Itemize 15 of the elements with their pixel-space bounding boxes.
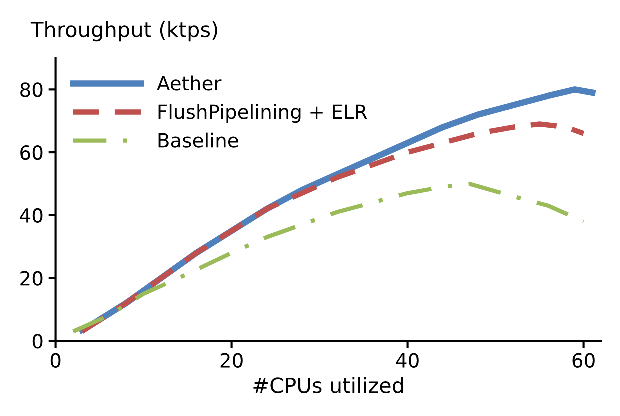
y-tick-label: 60 [20,145,43,160]
y-tick-label: 80 [20,82,43,98]
x-axis-title: #CPUs utilized [254,377,404,394]
y-axis-title: Throughput (ktps) [30,21,218,42]
y-tick-label: 40 [20,208,43,224]
legend-label: Aether [157,76,222,91]
x-tick-label: 60 [572,353,595,368]
x-tick-label: 40 [396,353,419,368]
legend-label: Baseline [158,132,238,148]
y-tick-label: 20 [20,271,43,286]
x-tick-label: 20 [220,353,243,368]
legend-label: FlushPipelining + ELR [158,104,368,124]
y-tick-label: 0 [32,334,43,349]
x-tick-label: 0 [50,353,61,368]
line-series [71,182,586,334]
